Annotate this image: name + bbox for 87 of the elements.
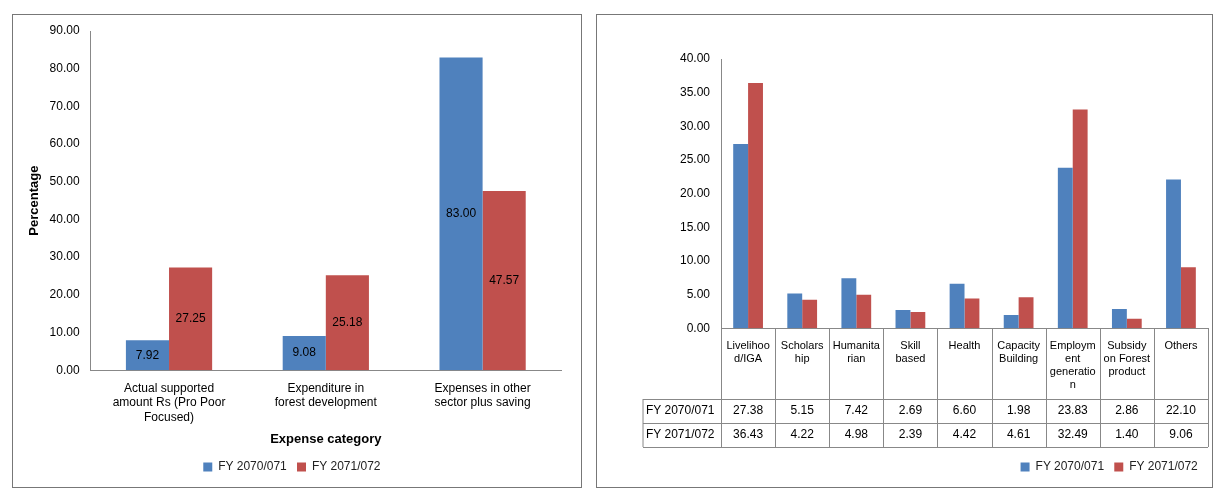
bar [439,57,483,371]
data-label: 4.22 [790,427,815,442]
data-label: 9.06 [1169,427,1193,442]
y-tick-label: 10.00 [49,324,80,339]
bar [1057,167,1073,329]
y-tick-label: 30.00 [49,249,80,264]
bar [1180,267,1196,329]
data-label: 47.57 [489,272,520,287]
text: FY 2071/072 [646,427,715,442]
bar [802,299,818,329]
y-tick-label: 25.00 [680,152,711,167]
legend-label: FY 2071/072 [312,459,381,474]
legend-label: FY 2071/072 [1129,459,1199,474]
data-label: 5.15 [790,403,815,418]
bar [841,278,857,329]
data-label: 2.69 [898,403,923,418]
data-label: 6.60 [952,403,977,418]
x-tick-label: Skill based [895,338,926,365]
data-label: 2.86 [1115,403,1139,418]
x-tick-label: Humanitarian [832,338,881,365]
bar [949,283,965,329]
text: FY 2070/071 [646,403,715,418]
x-tick-label: Expenditure in forest development [274,380,378,410]
data-label: 36.43 [733,427,764,442]
y-tick-label: 40.00 [680,51,711,66]
bar [748,83,763,329]
x-tick-label: Expenses in other sector plus saving [434,380,531,410]
data-label: 32.49 [1057,427,1089,442]
y-tick-label: 0.00 [686,320,711,335]
x-tick-label: Capacity Building [997,338,1041,365]
data-label: 9.08 [292,345,317,360]
bar [1003,314,1019,329]
data-label: 1.98 [1006,403,1031,418]
y-tick-label: 40.00 [49,211,80,226]
y-tick-label: 50.00 [49,174,80,189]
legend-label: FY 2070/071 [218,459,288,474]
y-tick-label: 10.00 [680,253,711,268]
y-tick-label: 80.00 [49,61,80,75]
data-label: 22.10 [1165,403,1197,418]
y-tick-label: 20.00 [49,287,80,302]
data-label: 4.61 [1006,427,1031,442]
bar [733,143,749,329]
data-label: 27.25 [175,311,206,326]
data-label: 83.00 [446,206,477,221]
y-tick-label: 60.00 [49,136,80,151]
data-label: 23.83 [1057,403,1089,418]
bar [895,310,911,329]
x-tick-label: Actual supported amount Rs (Pro Poor Focused) [112,380,226,424]
y-tick-label: 0.00 [56,362,80,377]
y-tick-label: 30.00 [680,118,711,133]
y-tick-label: 35.00 [680,84,711,99]
x-axis-title: Expense category [270,430,383,446]
y-tick-label: 5.00 [686,286,711,301]
data-label: 2.39 [898,427,923,442]
x-tick-label: Livelihood/IGA [726,338,770,365]
x-tick-label: Employment generation [1049,338,1096,391]
data-label: 1.40 [1115,427,1139,442]
y-tick-label: 15.00 [680,219,711,234]
bar [856,294,872,329]
data-label: 7.92 [135,347,160,362]
y-tick-label: 90.00 [49,23,80,38]
legend-label: FY 2070/071 [1035,459,1105,474]
bar [125,340,170,371]
x-tick-label: Subsidy on Forest product [1103,338,1151,378]
bar [1166,179,1181,329]
x-tick-label: Others [1164,338,1198,351]
y-axis-title: Percentage [26,165,42,236]
data-label: 27.38 [733,403,764,418]
data-label: 7.42 [844,403,869,418]
y-tick-label: 70.00 [49,98,80,113]
bar [169,267,213,371]
bar [282,335,326,371]
bar [910,312,926,329]
x-tick-label: Health [948,338,981,351]
y-tick-label: 20.00 [680,185,711,200]
bar [1072,109,1088,329]
bar [1126,318,1142,329]
bar [1111,308,1127,329]
bar [964,298,980,329]
bar [325,275,369,371]
bar [1018,297,1034,329]
x-tick-label: Scholarship [780,338,825,365]
data-label: 25.18 [332,315,363,330]
bar [787,293,803,329]
data-label: 4.98 [844,427,869,442]
bar [482,190,526,371]
data-label: 4.42 [952,427,977,442]
